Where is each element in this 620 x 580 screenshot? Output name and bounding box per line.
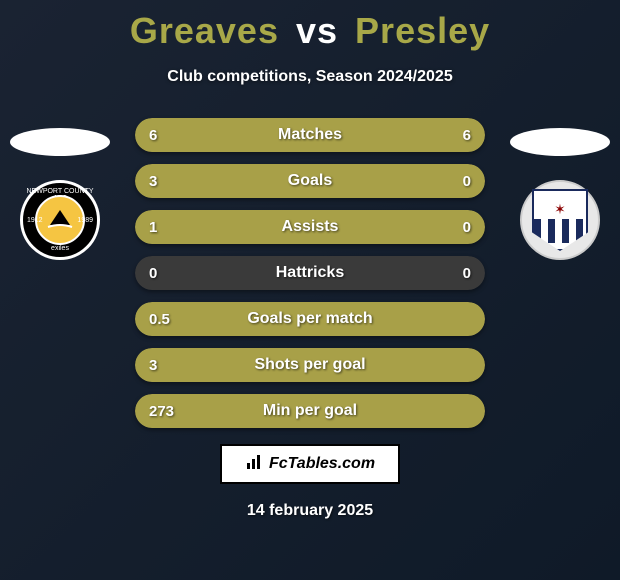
stat-row: 00Hattricks	[135, 256, 485, 290]
stats-container: 66Matches 30Goals 10Assists 00Hattricks 0.5G…	[135, 118, 485, 440]
stat-label: Goals per match	[135, 302, 485, 336]
stat-label: Min per goal	[135, 394, 485, 428]
player1-silhouette	[10, 128, 110, 156]
stat-row: 273Min per goal	[135, 394, 485, 428]
badge-left-year-r: 1989	[77, 217, 93, 224]
stat-label: Goals	[135, 164, 485, 198]
club-badge-left: NEWPORT COUNTY AFC 1912 1989 exiles	[20, 180, 100, 260]
stat-row: 3Shots per goal	[135, 348, 485, 382]
footer-brand: FcTables.com	[220, 444, 400, 484]
badge-right-stripes	[534, 219, 586, 243]
footer-brand-text: FcTables.com	[269, 455, 375, 473]
stat-row: 30Goals	[135, 164, 485, 198]
stat-row: 0.5Goals per match	[135, 302, 485, 336]
vs-text: vs	[296, 10, 338, 51]
badge-right-shield-icon: ✶	[532, 189, 588, 251]
footer-date: 14 february 2025	[247, 502, 373, 520]
badge-right-cross-icon: ✶	[554, 201, 566, 218]
stat-label: Matches	[135, 118, 485, 152]
stat-label: Shots per goal	[135, 348, 485, 382]
player2-name: Presley	[355, 10, 490, 51]
badge-left-year-l: 1912	[27, 217, 43, 224]
club-badge-right: ✶	[520, 180, 600, 260]
subtitle: Club competitions, Season 2024/2025	[0, 68, 620, 86]
player1-name: Greaves	[130, 10, 279, 51]
chart-icon	[245, 453, 263, 476]
comparison-title: Greaves vs Presley	[0, 0, 620, 52]
player2-silhouette	[510, 128, 610, 156]
stat-label: Assists	[135, 210, 485, 244]
stat-label: Hattricks	[135, 256, 485, 290]
stat-row: 10Assists	[135, 210, 485, 244]
stat-row: 66Matches	[135, 118, 485, 152]
badge-left-bottom: exiles	[23, 245, 97, 252]
